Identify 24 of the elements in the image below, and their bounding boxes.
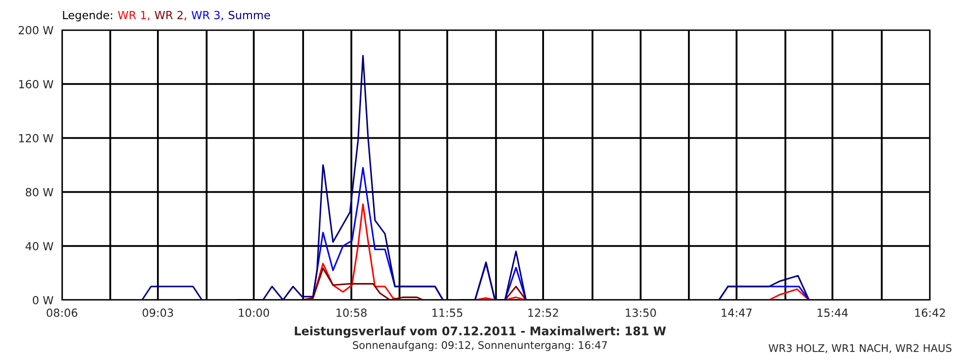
y-tick-label: 0 W <box>32 296 54 304</box>
text: Leistungsverlauf vom 07.12.2011 - Maximalwert: 181 W <box>294 326 666 338</box>
text: Sonnenaufgang: 09:12, Sonnenuntergang: 16:47 <box>352 340 607 352</box>
y-tick-label: 160 W <box>19 80 54 88</box>
x-tick-label: 13:50 <box>626 308 656 317</box>
x-tick-label: 10:00 <box>238 308 270 317</box>
text: WR 3, <box>192 10 224 20</box>
y-tick-label: 120 W <box>19 134 54 142</box>
text: WR 2, <box>154 10 186 20</box>
x-tick-label: 15:44 <box>818 308 848 317</box>
x-tick-label: 16:42 <box>915 308 945 317</box>
text: WR 1, <box>118 10 150 20</box>
text: Summe <box>228 10 270 20</box>
x-tick-label: 14:47 <box>722 308 752 317</box>
text: WR3 HOLZ, WR1 NACH, WR2 HAUS <box>768 344 952 354</box>
x-tick-label: 09:03 <box>142 308 174 317</box>
legend-title: Legende: <box>63 10 112 22</box>
x-tick-label: 10:58 <box>336 308 367 317</box>
x-tick-label: 12:52 <box>528 308 558 317</box>
y-tick-label: 200 W <box>18 26 54 34</box>
y-tick-label: 40 W <box>26 242 54 250</box>
x-tick-label: 08:06 <box>46 308 78 317</box>
y-tick-label: 80 W <box>26 188 54 196</box>
x-tick-label: 11:55 <box>432 308 462 317</box>
